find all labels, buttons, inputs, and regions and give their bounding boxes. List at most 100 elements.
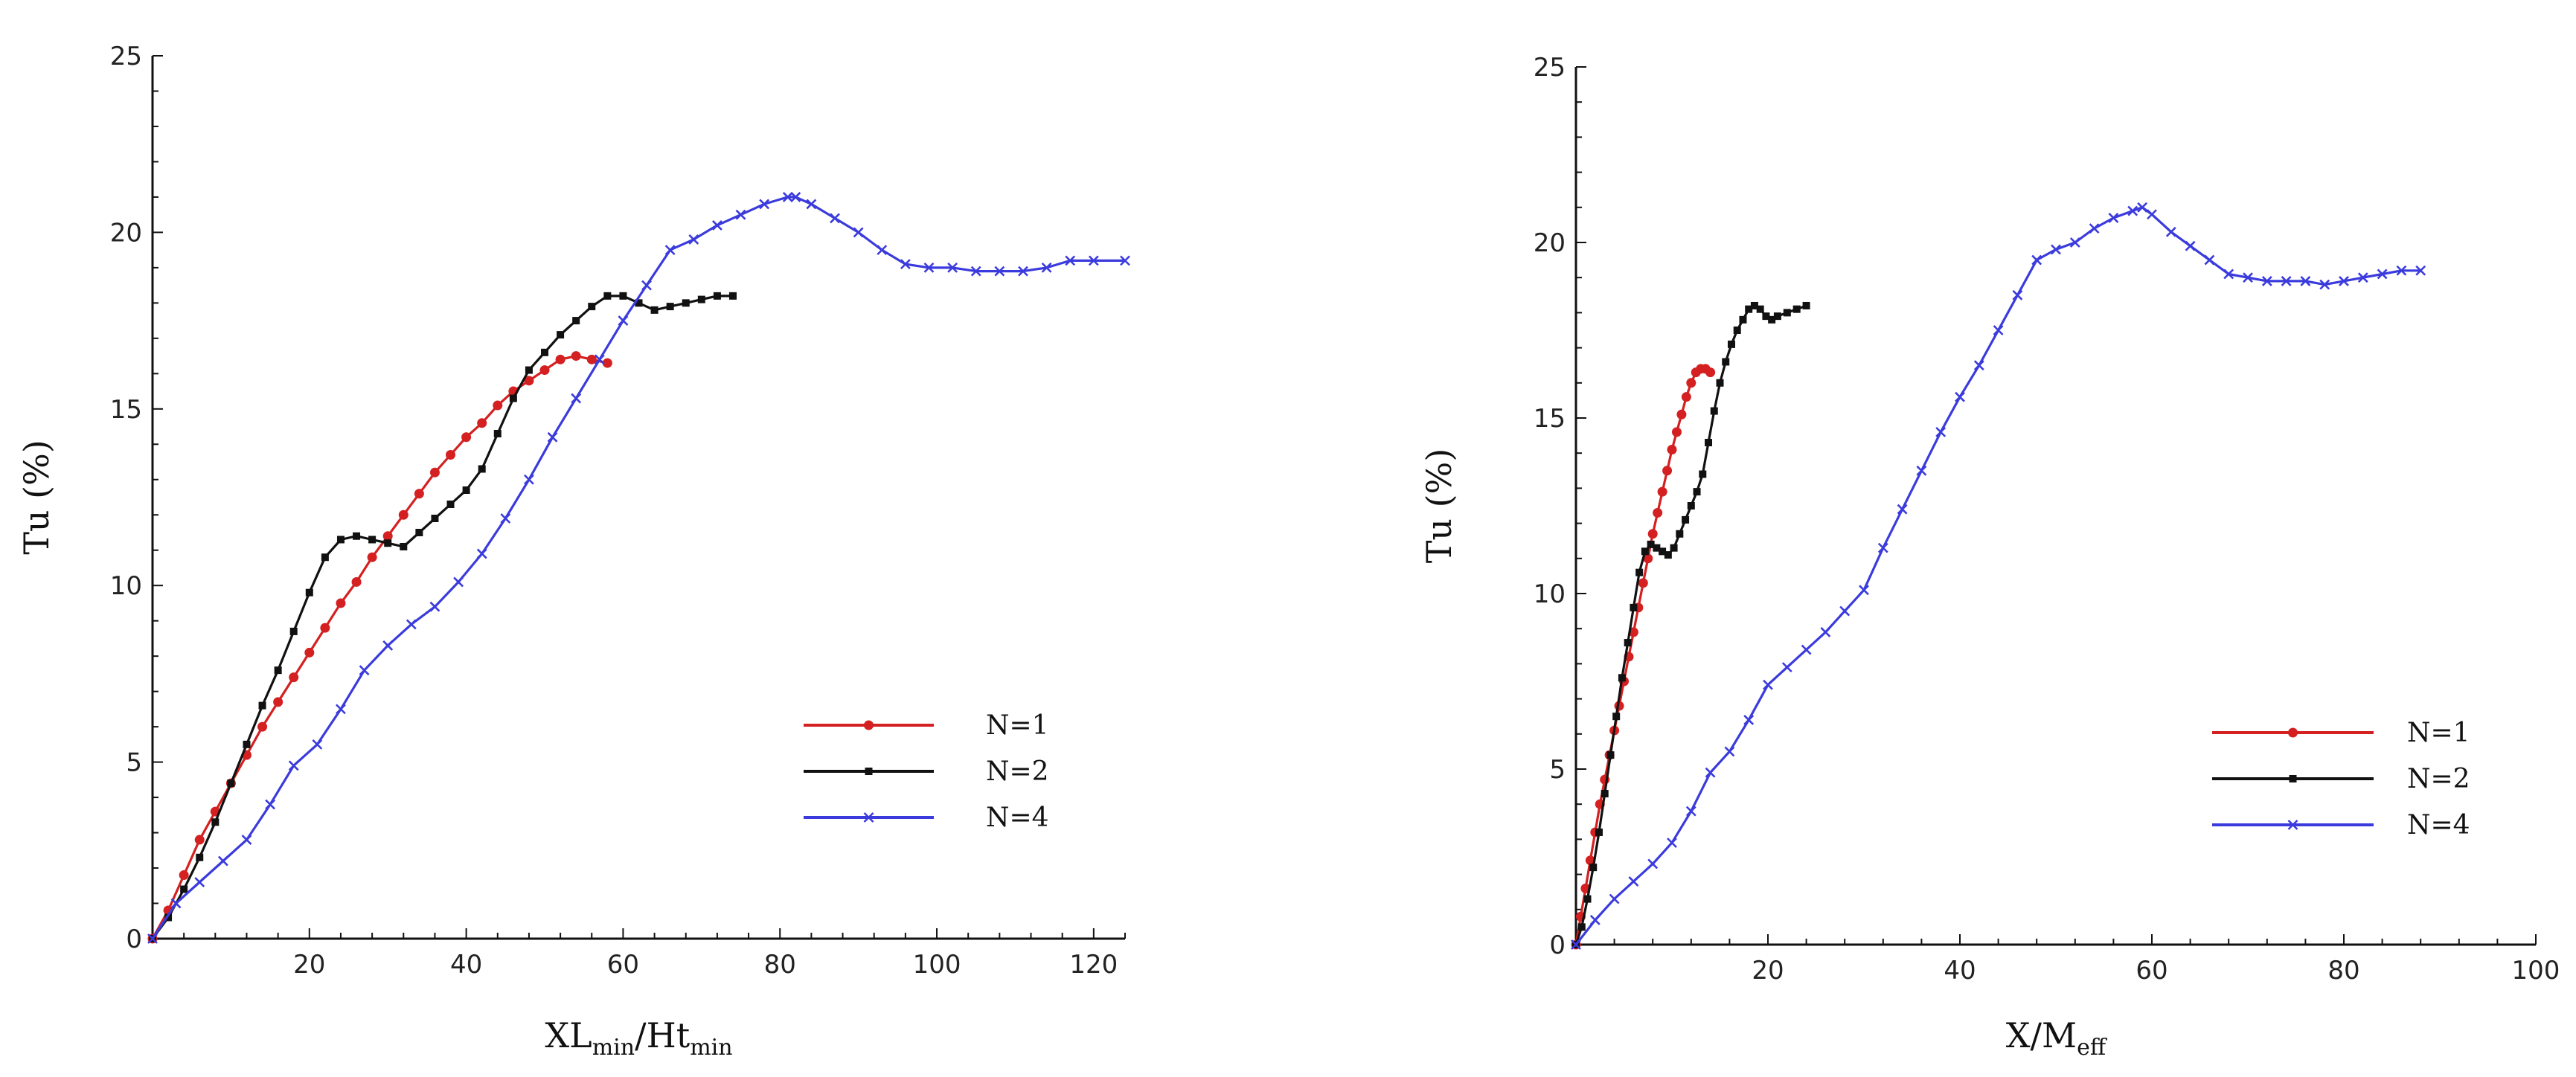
series-n-2 [1572, 301, 1810, 948]
data-point [586, 354, 597, 364]
data-point [1773, 312, 1781, 321]
data-point [666, 303, 674, 311]
data-point [2051, 244, 2061, 255]
data-point [2031, 254, 2042, 266]
data-point [1647, 858, 1659, 869]
data-point [1018, 266, 1028, 277]
data-point [1664, 551, 1672, 559]
data-point [1897, 504, 1908, 515]
data-point [273, 697, 283, 707]
data-point [735, 209, 746, 220]
legend-label: N=1 [986, 710, 1049, 741]
data-point [211, 818, 220, 826]
data-point [1643, 553, 1653, 564]
data-point [509, 394, 517, 402]
data-point [1877, 542, 1888, 553]
data-point [1065, 255, 1076, 266]
series-n-4 [147, 192, 1130, 944]
data-point [353, 532, 361, 540]
data-point [2204, 254, 2215, 266]
data-point [164, 913, 173, 922]
data-point [1859, 585, 1869, 596]
data-point [2300, 276, 2311, 286]
data-point [406, 619, 417, 630]
data-point [1955, 391, 1965, 402]
data-point [1705, 439, 1713, 447]
data-point [1577, 923, 1586, 931]
data-point [1801, 644, 1812, 655]
data-point [367, 552, 377, 562]
series-line [1574, 367, 1711, 945]
data-point [194, 877, 205, 887]
data-point [1993, 325, 2004, 335]
data-point [602, 358, 612, 368]
data-point [571, 351, 581, 361]
data-point [1630, 603, 1638, 611]
data-point [1705, 367, 1716, 378]
y-axis-title: Tu (%) [16, 440, 57, 555]
data-point [557, 331, 565, 339]
data-point [547, 431, 558, 443]
data-point [853, 227, 864, 238]
data-point [1571, 939, 1581, 950]
data-point [461, 432, 472, 443]
legend-marker [2287, 820, 2298, 830]
data-point [1624, 639, 1632, 647]
data-point [336, 598, 346, 608]
data-point [400, 542, 408, 550]
x-tick-label: 80 [2327, 956, 2359, 986]
data-point [2147, 209, 2157, 220]
data-point [1647, 540, 1655, 548]
data-point [1041, 262, 1052, 273]
data-point [446, 500, 455, 508]
y-tick-label: 20 [1534, 228, 1566, 258]
data-point [493, 430, 502, 438]
data-point [1612, 713, 1621, 721]
data-point [2108, 213, 2119, 223]
legend-label: N=2 [986, 756, 1049, 787]
x-tick-label: 20 [293, 950, 325, 980]
legend-marker [2288, 727, 2298, 738]
data-point [2165, 226, 2176, 237]
data-point [257, 721, 268, 732]
data-point [947, 262, 958, 273]
data-point [1638, 578, 1648, 588]
data-point [1601, 790, 1609, 798]
data-point [2137, 202, 2148, 213]
data-point [2185, 240, 2196, 251]
x-tick-label: 100 [2512, 956, 2560, 986]
data-point [1589, 915, 1601, 925]
data-point [359, 665, 370, 676]
data-point [1783, 309, 1791, 317]
legend-label: N=4 [986, 803, 1049, 833]
data-point [493, 400, 503, 411]
data-point [1595, 828, 1603, 836]
data-point [1802, 301, 1810, 309]
data-point [635, 299, 643, 307]
data-point [594, 354, 605, 365]
data-point [541, 348, 549, 356]
data-point [1628, 876, 1639, 887]
data-point [1667, 444, 1677, 454]
data-point [351, 576, 362, 587]
series-line [151, 355, 608, 939]
legend-label: N=1 [2407, 718, 2470, 748]
data-point [1671, 427, 1682, 437]
data-point [1739, 315, 1747, 324]
data-point [2281, 276, 2292, 286]
data-point [1667, 838, 1677, 849]
y-tick-label: 25 [1534, 53, 1566, 83]
data-point [1768, 315, 1776, 324]
data-point [312, 739, 323, 750]
data-point [265, 799, 276, 810]
data-point [1676, 409, 1687, 419]
data-point [877, 245, 888, 256]
data-point [1647, 529, 1658, 539]
data-point [1727, 340, 1735, 348]
data-point [1585, 855, 1595, 866]
y-tick-label: 5 [1549, 755, 1566, 785]
chart-left: 0 5 10 15 20 25 20 40 60 80 100 120 Tu (%) XLmin/Htmi… [16, 42, 1130, 1061]
data-point [1792, 305, 1801, 313]
data-point [1653, 544, 1661, 552]
